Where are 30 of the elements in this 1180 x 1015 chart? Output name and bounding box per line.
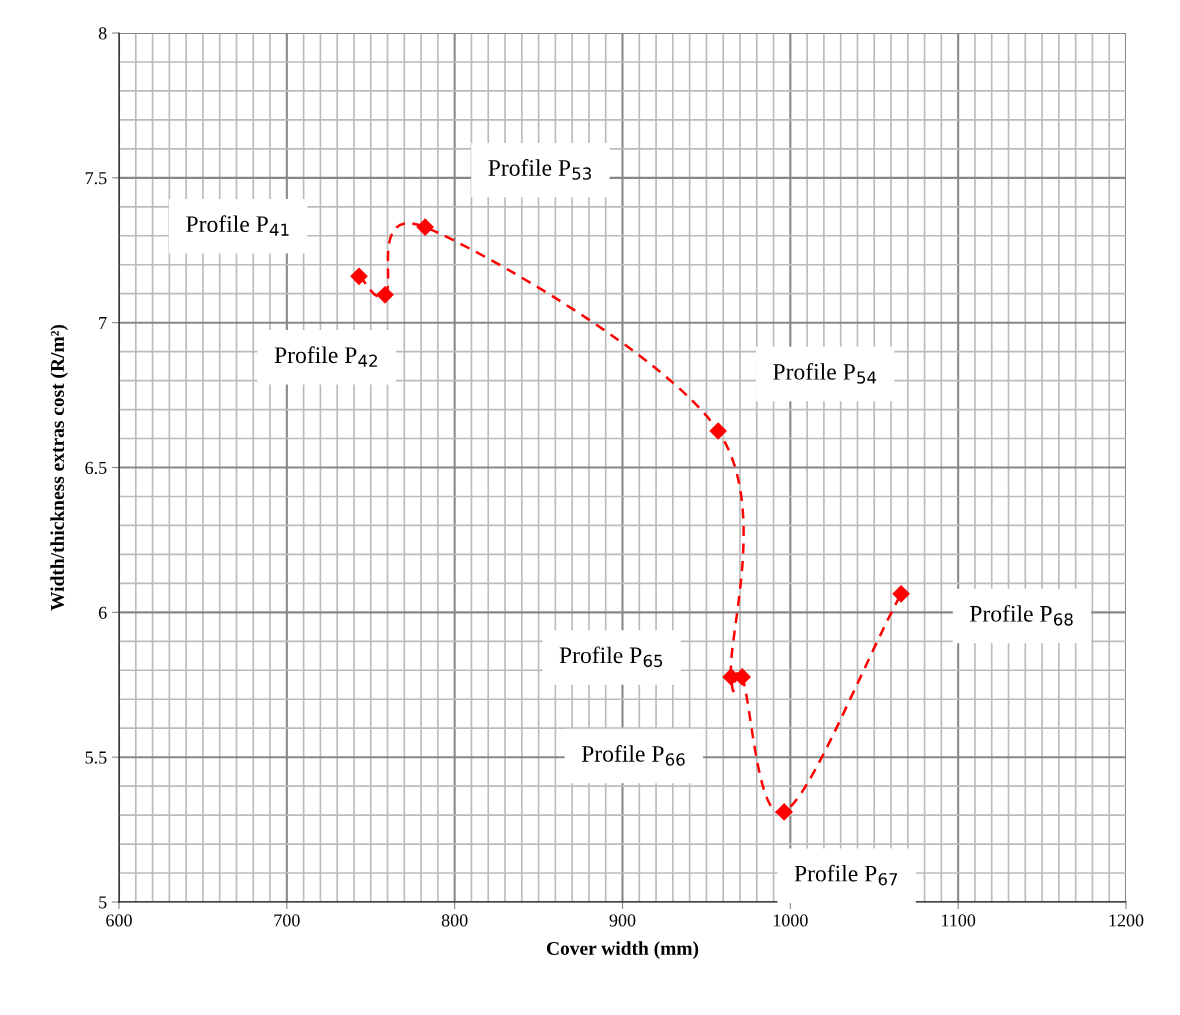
annotation: Profile P$_{41}$ [186,215,289,236]
annotation: Profile P$_{54}$ [773,362,877,384]
x-tick-label: 700 [274,914,300,927]
annotation: Profile P$_{53}$ [488,159,591,180]
annotation: Profile P$_{67}$ [794,864,898,886]
x-tick-label: 900 [609,914,636,927]
x-tick-label: 1000 [773,914,808,927]
annotation: Profile P$_{42}$ [274,346,377,367]
point [350,267,368,285]
point [416,218,434,236]
x-tick-label: 1100 [942,914,976,927]
y-tick-label: 7.5 [85,172,107,185]
x-tick-label: 800 [441,914,468,927]
x-tick-label: 1200 [1109,914,1144,927]
x-tick-label: 600 [106,914,132,927]
y-tick-label: 7 [99,317,107,329]
y-tick-label: 8 [98,27,107,40]
point [709,422,727,440]
annotation: Profile P$_{65}$ [559,646,663,668]
y-tick-label: 6.5 [85,461,107,475]
y-axis-title: Width/thickness extras cost (R/m²) [50,324,68,611]
annotation: Profile P$_{68}$ [969,604,1073,626]
annotation: Profile P$_{66}$ [581,745,685,766]
y-tick-label: 6 [98,606,107,619]
point [775,803,793,821]
y-tick-label: 5.5 [85,751,107,764]
point [892,585,910,603]
x-axis-title: Cover width (mm) [546,941,699,959]
y-tick-label: 5 [99,896,107,909]
point [376,286,394,304]
